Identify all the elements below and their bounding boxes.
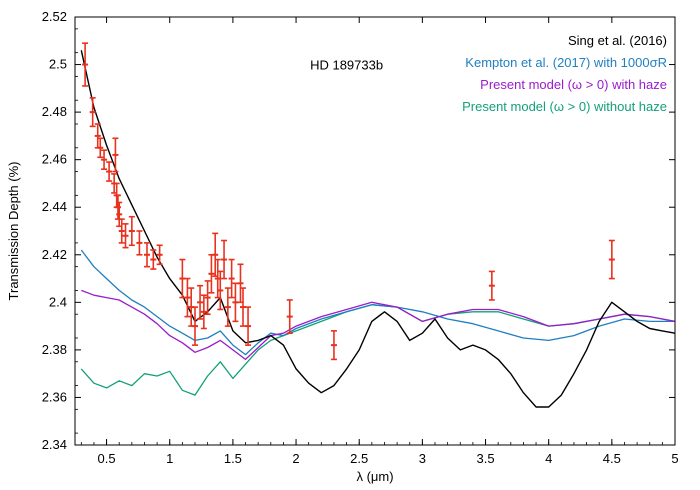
errorbar-layer bbox=[82, 42, 615, 361]
y-tick-label: 2.46 bbox=[42, 152, 67, 167]
observation-point bbox=[122, 223, 129, 249]
x-tick-label: 1.5 bbox=[224, 451, 242, 466]
y-tick-label: 2.42 bbox=[42, 247, 67, 262]
legend-entry: Present model (ω > 0) without haze bbox=[462, 99, 667, 114]
observation-point bbox=[240, 287, 246, 327]
x-axis-ticks: 0.5 1 1.5 2 2.5 3 3.5 4 4.5 5 bbox=[80, 17, 679, 466]
observation-point bbox=[82, 42, 89, 87]
observation-point bbox=[217, 270, 224, 311]
y-tick-label: 2.4 bbox=[49, 294, 67, 309]
observation-point bbox=[197, 284, 204, 320]
observation-point bbox=[179, 258, 186, 299]
plot-frame bbox=[74, 16, 676, 446]
observation-point bbox=[112, 137, 119, 173]
legend-entry: Kempton et al. (2017) with 1000σR bbox=[465, 55, 667, 70]
observation-point bbox=[156, 244, 163, 266]
observation-point bbox=[101, 149, 108, 170]
observation-point bbox=[245, 306, 252, 346]
y-tick-label: 2.52 bbox=[42, 9, 67, 24]
observation-point bbox=[221, 239, 228, 280]
observation-point bbox=[136, 230, 143, 256]
observation-point bbox=[232, 282, 239, 323]
y-axis-label: Transmission Depth (%) bbox=[6, 162, 21, 301]
x-tick-label: 5 bbox=[671, 451, 678, 466]
legend: Sing et al. (2016) Kempton et al. (2017) … bbox=[462, 33, 667, 114]
observation-point bbox=[200, 294, 207, 330]
observation-point bbox=[488, 270, 495, 301]
legend-entry: Sing et al. (2016) bbox=[568, 33, 667, 48]
y-axis-ticks: 2.34 2.36 2.38 2.4 2.42 2.44 2.46 2.48 2.5 2.52 bbox=[42, 9, 675, 452]
y-tick-label: 2.5 bbox=[49, 57, 67, 72]
observation-point bbox=[204, 280, 211, 316]
observation-point bbox=[118, 218, 125, 244]
x-tick-label: 4.5 bbox=[603, 451, 621, 466]
observation-point bbox=[228, 258, 235, 299]
planet-annotation: HD 189733b bbox=[310, 58, 383, 73]
observation-point bbox=[128, 215, 135, 247]
observation-point bbox=[97, 137, 104, 159]
observation-point bbox=[608, 239, 615, 280]
x-tick-label: 0.5 bbox=[98, 451, 116, 466]
observation-point bbox=[330, 330, 337, 361]
observation-point bbox=[106, 161, 113, 182]
series-line-2 bbox=[81, 289, 676, 361]
observation-point bbox=[150, 249, 157, 270]
x-tick-label: 3.5 bbox=[476, 451, 494, 466]
observation-point bbox=[286, 299, 293, 335]
y-tick-label: 2.44 bbox=[42, 199, 67, 214]
observation-point bbox=[89, 97, 96, 128]
series-layer bbox=[80, 50, 676, 408]
observation-point bbox=[192, 306, 198, 346]
x-tick-label: 2.5 bbox=[350, 451, 368, 466]
x-tick-label: 1 bbox=[166, 451, 173, 466]
observation-point bbox=[144, 242, 150, 268]
observation-point bbox=[184, 277, 191, 318]
x-tick-label: 2 bbox=[292, 451, 299, 466]
x-tick-label: 3 bbox=[419, 451, 426, 466]
x-tick-label: 4 bbox=[545, 451, 552, 466]
y-tick-label: 2.48 bbox=[42, 104, 67, 119]
observation-point bbox=[224, 287, 231, 327]
series-line-1 bbox=[80, 249, 675, 356]
series-line-0 bbox=[80, 50, 676, 408]
y-tick-label: 2.38 bbox=[42, 342, 67, 357]
observation-point bbox=[237, 263, 244, 304]
y-tick-label: 2.36 bbox=[42, 389, 67, 404]
legend-entry: Present model (ω > 0) with haze bbox=[480, 77, 667, 92]
x-axis-label: λ (μm) bbox=[356, 469, 393, 484]
y-tick-label: 2.34 bbox=[42, 437, 67, 452]
